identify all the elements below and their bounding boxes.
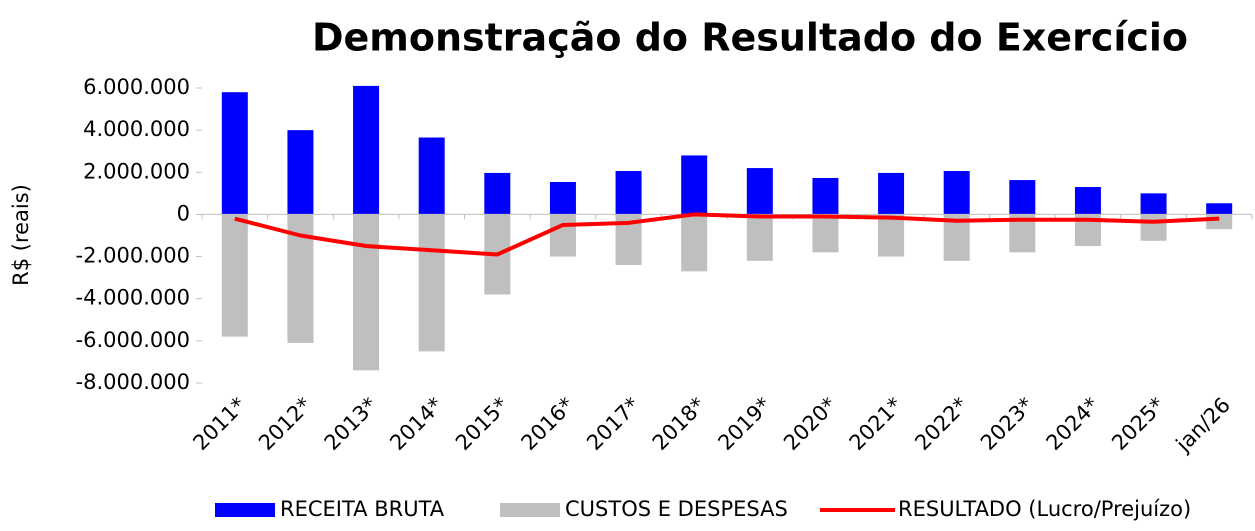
x-tick-label: 2021* [845,393,907,455]
x-tick-label: 2017* [582,393,644,455]
bar [353,214,380,371]
y-tick-label: -6.000.000 [76,328,190,352]
x-tick-label: 2012* [254,393,316,455]
legend-label: RESULTADO (Lucro/Prejuízo) [898,497,1191,521]
x-tick-label: 2016* [517,393,579,455]
bar [878,214,905,257]
bar [484,172,511,215]
x-tick-label: 2013* [320,393,382,455]
bar [353,85,380,215]
chart-title: Demonstração do Resultado do Exercício [312,16,1188,60]
bar [681,214,708,272]
bar [812,177,839,215]
bar [287,130,314,215]
bar [1074,187,1101,215]
bar [943,171,970,215]
x-tick-label: 2015* [451,393,513,455]
bar [746,214,773,261]
bar [549,181,576,215]
legend-swatch [500,503,560,517]
x-tick-label: 2014* [385,393,447,455]
y-tick-label: 0 [177,201,190,225]
y-tick-label: -8.000.000 [76,370,190,394]
line [234,212,1220,257]
bar [418,214,445,352]
bar [746,168,773,215]
x-tick-label: 2025* [1107,393,1169,455]
x-tick-label: 2023* [976,393,1038,455]
bar [1206,214,1233,230]
y-tick-label: 4.000.000 [83,117,190,141]
x-tick-label: 2022* [910,393,972,455]
legend-swatch [215,503,275,517]
bar [1140,214,1167,241]
bar [615,171,642,215]
x-tick-label: 2011* [188,393,250,455]
legend-label: CUSTOS E DESPESAS [565,497,788,521]
y-tick-label: -2.000.000 [76,244,190,268]
y-axis-label: R$ (reais) [9,184,33,286]
bar [1140,193,1167,215]
x-tick-label: jan/26 [1171,393,1235,457]
bar [418,137,445,215]
bar [681,155,708,215]
bar [1206,203,1233,215]
x-tick-label: 2018* [648,393,710,455]
bar [549,214,576,257]
bar [221,92,248,215]
x-tick-label: 2019* [713,393,775,455]
y-tick-label: -4.000.000 [76,286,190,310]
x-tick-label: 2024* [1042,393,1104,455]
x-tick-label: 2020* [779,393,841,455]
y-tick-label: 2.000.000 [83,159,190,183]
bar [812,214,839,253]
bar [1009,180,1036,215]
bar [221,214,248,337]
legend-label: RECEITA BRUTA [280,497,445,521]
bar [878,172,905,215]
y-tick-label: 6.000.000 [83,75,190,99]
